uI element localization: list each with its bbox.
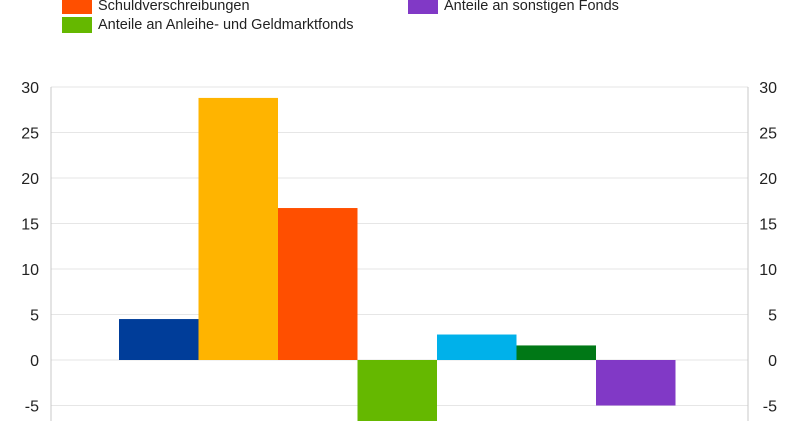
- y-tick-label-left: 25: [21, 126, 39, 143]
- y-tick-label-left: 15: [21, 217, 39, 234]
- legend-swatch: [62, 0, 92, 14]
- legend-swatch: [62, 17, 92, 33]
- legend-item-sonstige-fonds: Anteile an sonstigen Fonds: [408, 0, 619, 15]
- y-tick-label-right: 20: [759, 171, 777, 188]
- bar: [278, 208, 358, 360]
- y-tick-label-left: 30: [21, 80, 39, 97]
- y-tick-label-left: 5: [30, 308, 39, 325]
- bar: [516, 345, 596, 360]
- bar: [198, 97, 278, 361]
- y-tick-label-left: 0: [30, 353, 39, 370]
- y-tick-label-right: -5: [763, 399, 777, 416]
- legend-swatch: [408, 0, 438, 14]
- bar: [437, 334, 517, 360]
- y-tick-label-right: 30: [759, 80, 777, 97]
- y-tick-label-left: -5: [25, 399, 39, 416]
- legend-label: Anteile an Anleihe- und Geldmarktfonds: [98, 17, 354, 33]
- y-tick-label-left: 10: [21, 262, 39, 279]
- legend-label: Schuldverschreibungen: [98, 0, 250, 14]
- legend-item-anleihe-geldmarktfonds: Anteile an Anleihe- und Geldmarktfonds: [62, 16, 354, 34]
- y-tick-label-right: 10: [759, 262, 777, 279]
- y-tick-label-left: 20: [21, 171, 39, 188]
- y-tick-label-right: 0: [768, 353, 777, 370]
- bar: [357, 360, 437, 421]
- bar: [596, 360, 676, 406]
- y-tick-label-right: 15: [759, 217, 777, 234]
- bar: [119, 319, 199, 360]
- legend-label: Anteile an sonstigen Fonds: [444, 0, 619, 14]
- y-tick-label-right: 25: [759, 126, 777, 143]
- y-tick-label-right: 5: [768, 308, 777, 325]
- legend-item-schuldverschreibungen: Schuldverschreibungen: [62, 0, 250, 15]
